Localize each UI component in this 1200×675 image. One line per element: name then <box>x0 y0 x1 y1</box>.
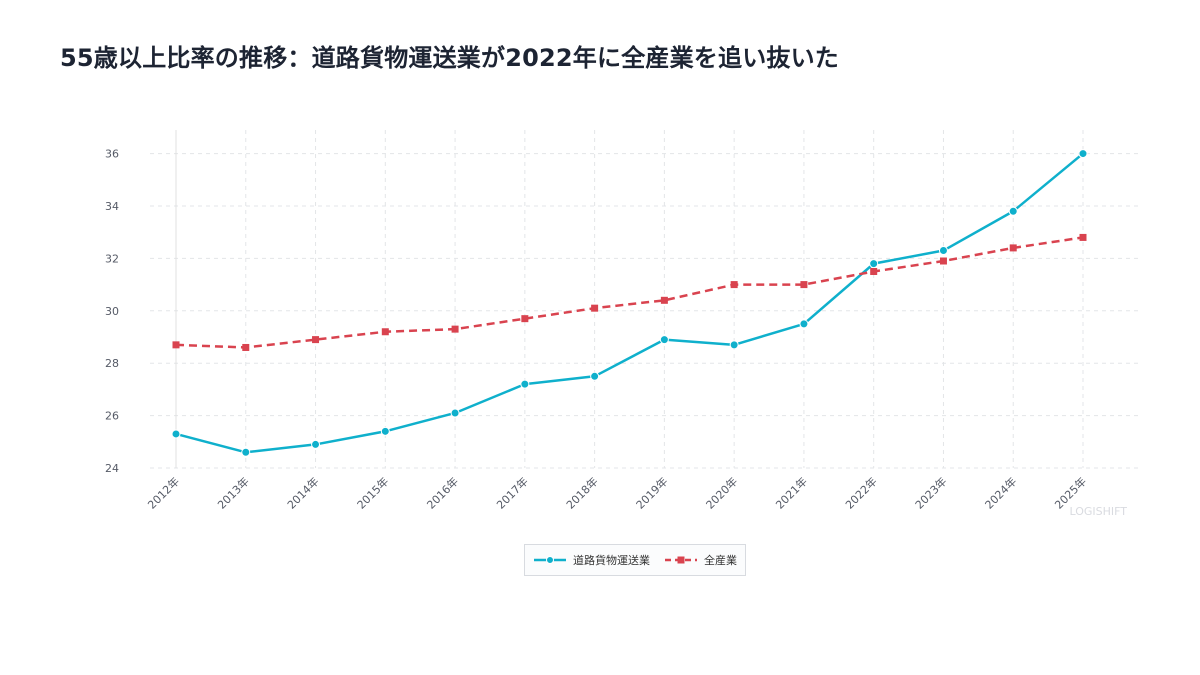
y-tick-label: 32 <box>105 252 119 265</box>
data-point-series-2[interactable] <box>1009 244 1017 252</box>
data-point-series-2[interactable] <box>381 328 389 336</box>
y-tick-label: 34 <box>105 200 119 213</box>
series-line-2 <box>175 236 1084 349</box>
x-tick-label: 2023年 <box>912 474 949 511</box>
series-line-1 <box>175 152 1084 454</box>
data-point-series-2[interactable] <box>1079 233 1087 241</box>
data-point-series-1[interactable] <box>869 259 879 269</box>
data-point-series-2[interactable] <box>660 296 668 304</box>
data-point-series-1[interactable] <box>520 379 530 389</box>
y-tick-label: 30 <box>105 305 119 318</box>
data-point-series-2[interactable] <box>451 325 459 333</box>
y-tick-label: 36 <box>105 148 119 161</box>
data-point-series-1[interactable] <box>1008 206 1018 216</box>
data-point-series-1[interactable] <box>311 439 321 449</box>
x-tick-label: 2021年 <box>773 474 810 511</box>
data-point-series-2[interactable] <box>591 304 599 312</box>
legend-swatch-series-1 <box>534 556 566 564</box>
data-point-series-1[interactable] <box>799 319 809 329</box>
x-tick-label: 2022年 <box>842 474 879 511</box>
data-point-series-1[interactable] <box>171 429 181 439</box>
data-point-series-2[interactable] <box>521 315 529 323</box>
data-point-series-1[interactable] <box>1078 149 1088 159</box>
data-point-series-2[interactable] <box>242 343 250 351</box>
x-tick-label: 2019年 <box>633 474 670 511</box>
watermark: LOGISHIFT <box>1069 505 1127 518</box>
x-tick-label: 2016年 <box>424 474 461 511</box>
x-tick-label: 2017年 <box>493 474 530 511</box>
data-point-series-2[interactable] <box>312 336 320 344</box>
y-tick-label: 26 <box>105 410 119 423</box>
x-tick-label: 2015年 <box>354 474 391 511</box>
data-point-series-2[interactable] <box>172 341 180 349</box>
x-tick-label: 2014年 <box>284 474 321 511</box>
y-tick-label: 28 <box>105 357 119 370</box>
legend-swatch-series-2 <box>665 556 697 564</box>
data-point-series-1[interactable] <box>659 335 669 345</box>
legend-item-series-1[interactable]: 道路貨物運送業 <box>533 552 650 568</box>
x-tick-label: 2013年 <box>214 474 251 511</box>
data-point-series-2[interactable] <box>870 267 878 275</box>
x-tick-label: 2020年 <box>703 474 740 511</box>
y-tick-label: 24 <box>105 462 119 475</box>
x-tick-label: 2012年 <box>145 474 182 511</box>
data-point-series-1[interactable] <box>241 447 251 457</box>
legend: 道路貨物運送業 全産業 <box>524 544 746 576</box>
data-point-series-1[interactable] <box>380 426 390 436</box>
data-point-series-1[interactable] <box>729 340 739 350</box>
legend-label-series-1: 道路貨物運送業 <box>573 554 650 567</box>
data-point-series-1[interactable] <box>590 371 600 381</box>
data-point-series-2[interactable] <box>730 281 738 289</box>
x-tick-label: 2018年 <box>563 474 600 511</box>
data-point-series-1[interactable] <box>450 408 460 418</box>
data-point-series-2[interactable] <box>939 257 947 265</box>
data-point-series-1[interactable] <box>938 246 948 256</box>
legend-label-series-2: 全産業 <box>704 554 737 567</box>
x-tick-label: 2024年 <box>982 474 1019 511</box>
legend-item-series-2[interactable]: 全産業 <box>664 552 737 568</box>
data-point-series-2[interactable] <box>800 281 808 289</box>
chart-title: 55歳以上比率の推移：道路貨物運送業が2022年に全産業を追い抜いた <box>60 44 839 72</box>
